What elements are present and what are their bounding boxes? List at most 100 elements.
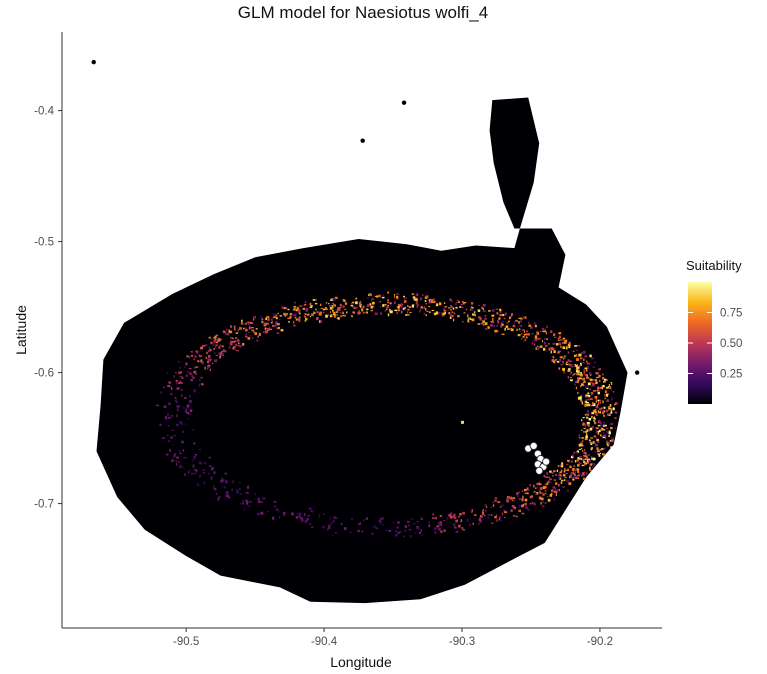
suitability-cell: [581, 401, 583, 404]
suitability-cell: [255, 328, 258, 330]
suitability-cell: [603, 424, 605, 427]
suitability-cell: [542, 340, 544, 343]
suitability-cell: [597, 424, 601, 427]
legend-tick-label: 0.50: [720, 338, 742, 350]
suitability-cell: [178, 449, 181, 451]
suitability-cell: [220, 480, 222, 483]
suitability-cell: [462, 529, 465, 531]
suitability-cell: [550, 489, 554, 492]
suitability-cell: [455, 306, 458, 309]
suitability-cell: [396, 295, 399, 299]
suitability-cell: [576, 459, 579, 462]
suitability-cell: [189, 402, 191, 404]
suitability-cell: [239, 327, 242, 330]
suitability-cell: [163, 386, 165, 389]
suitability-cell: [570, 460, 573, 462]
suitability-cell: [575, 386, 578, 390]
suitability-cell: [526, 492, 529, 495]
suitability-cell: [177, 408, 179, 412]
suitability-cell: [577, 345, 581, 347]
suitability-cell: [471, 306, 474, 309]
suitability-cell: [428, 301, 431, 304]
suitability-cell: [200, 462, 203, 465]
suitability-cell: [329, 516, 332, 520]
suitability-cell: [594, 361, 596, 363]
suitability-cell: [239, 344, 242, 348]
suitability-cell: [229, 342, 233, 346]
suitability-cell: [566, 463, 569, 466]
suitability-cell: [593, 409, 597, 413]
suitability-cell: [204, 461, 207, 465]
suitability-cell: [608, 430, 611, 433]
suitability-cell: [382, 294, 384, 297]
suitability-cell: [184, 366, 186, 368]
suitability-cell: [245, 333, 247, 335]
suitability-cell: [332, 298, 336, 302]
suitability-cell: [612, 391, 615, 393]
suitability-cell: [430, 300, 434, 304]
suitability-cell: [583, 358, 585, 361]
suitability-cell: [199, 379, 201, 382]
suitability-cell: [565, 364, 568, 366]
suitability-cell: [598, 419, 601, 422]
suitability-cell: [550, 350, 552, 354]
suitability-cell: [382, 304, 385, 307]
suitability-cell: [262, 318, 265, 320]
suitability-cell: [601, 408, 605, 412]
suitability-cell: [521, 504, 524, 508]
suitability-cell: [221, 486, 224, 488]
suitability-cell: [192, 459, 195, 462]
suitability-cell: [448, 306, 451, 309]
suitability-cell: [322, 525, 325, 529]
suitability-cell: [334, 532, 337, 534]
suitability-cell: [416, 304, 419, 306]
suitability-cell: [167, 413, 170, 416]
suitability-cell: [326, 528, 329, 531]
suitability-cell: [256, 339, 259, 342]
suitability-cell: [234, 343, 238, 347]
suitability-cell: [497, 320, 500, 323]
suitability-cell: [451, 311, 454, 313]
suitability-cell: [412, 296, 416, 299]
suitability-cell: [597, 453, 600, 455]
suitability-cell: [394, 534, 396, 537]
suitability-cell: [186, 374, 188, 377]
suitability-cell: [595, 422, 597, 424]
suitability-cell: [413, 297, 415, 301]
suitability-cell: [409, 535, 413, 538]
suitability-cell: [218, 352, 221, 354]
suitability-cell: [597, 450, 600, 453]
suitability-cell: [194, 355, 197, 358]
suitability-cell: [333, 313, 337, 317]
suitability-cell: [401, 307, 404, 310]
suitability-cell: [426, 310, 429, 312]
suitability-cell: [213, 487, 217, 491]
suitability-cell: [571, 468, 575, 471]
suitability-cell: [593, 435, 597, 437]
suitability-cell: [400, 303, 404, 306]
suitability-cell: [479, 517, 481, 520]
suitability-cell: [584, 454, 587, 457]
suitability-cell: [386, 306, 390, 309]
suitability-cell: [496, 312, 499, 315]
suitability-cell: [495, 514, 498, 517]
suitability-cell: [596, 439, 600, 443]
suitability-cell: [287, 317, 291, 319]
suitability-cell: [533, 339, 536, 342]
suitability-cell: [275, 317, 278, 320]
suitability-cell: [496, 324, 499, 327]
suitability-cell: [450, 305, 452, 307]
suitability-cell: [578, 448, 581, 451]
x-axis-title: Longitude: [330, 654, 392, 670]
suitability-cell: [490, 514, 493, 516]
suitability-cell: [459, 305, 462, 308]
suitability-cell: [529, 484, 531, 487]
suitability-cell: [322, 308, 326, 311]
suitability-cell: [387, 299, 390, 302]
suitability-cell: [587, 398, 590, 401]
suitability-cell: [580, 373, 583, 377]
suitability-cell: [395, 530, 397, 533]
suitability-cell: [601, 448, 604, 450]
suitability-cell: [231, 488, 233, 491]
occurrence-point: [542, 457, 551, 466]
